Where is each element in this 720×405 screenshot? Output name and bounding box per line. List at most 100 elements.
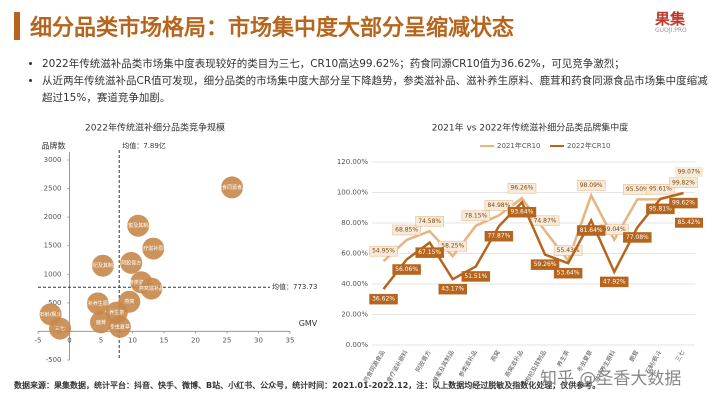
x-tick-label: 5 — [99, 336, 103, 344]
label-box — [484, 200, 514, 211]
x-tick-label: -5 — [35, 336, 42, 344]
bubble — [108, 315, 131, 338]
y-tick-label: 500 — [48, 299, 61, 307]
x-tick-label: 鹿茸 — [627, 349, 640, 363]
label-box — [646, 183, 675, 195]
label-box — [600, 276, 629, 288]
bubble-label: 食疗滋补原料 — [138, 245, 168, 252]
bubble-label: 阿胶膏方 — [121, 259, 141, 266]
y-tick-label: 80.00% — [341, 219, 368, 227]
logo-sub: GUOJI.PRO — [655, 27, 687, 34]
slide-title: 细分品类市场格局：市场集中度大部分呈缩减状态 — [30, 16, 515, 41]
data-label: 59.26% — [534, 261, 557, 268]
data-label: 99.62% — [672, 200, 695, 207]
watermark: 知乎 @圣香大数据 — [540, 369, 682, 389]
y-tick-label: 20.00% — [341, 311, 368, 319]
label-box — [576, 180, 606, 191]
label-box — [369, 293, 398, 305]
x-axis-label: GMV — [299, 319, 318, 328]
data-label: 95.81% — [649, 205, 672, 212]
data-label: 68.85% — [395, 227, 418, 234]
bubble-label: 滋补养生原料 — [83, 300, 113, 307]
y-tick-label: 60.00% — [341, 250, 368, 258]
x-tick-label: 药食同源食品 — [362, 349, 387, 384]
x-tick-label: 参类滋补品 — [457, 349, 479, 379]
label-box — [507, 182, 537, 194]
bullet: 2022年传统滋补品类市场集中度表现较好的类目为三七，CR10高达99.62%；… — [42, 56, 712, 73]
data-label: 96.26% — [511, 185, 534, 192]
data-label: 85.42% — [678, 219, 701, 226]
label-box — [507, 206, 537, 218]
bubble-label: 参类滋补品 — [129, 279, 154, 286]
x-tick-label: 10 — [128, 336, 137, 344]
data-label: 74.58% — [418, 218, 441, 225]
label-box — [392, 264, 421, 275]
bubble-label: 养生茶 — [109, 309, 124, 316]
bubble-label: 三七 — [55, 325, 65, 332]
data-label: 53.64% — [557, 270, 580, 277]
bubble-label: 石斛/枫斗 — [40, 311, 62, 318]
label-box — [576, 225, 606, 236]
data-label: 77.87% — [487, 233, 510, 240]
chart-title: 2022年传统滋补细分品类竞争规模 — [85, 122, 225, 134]
x-tick-label: 燕窝 — [489, 349, 502, 363]
x-tick-label: 燕窝滋补品 — [503, 349, 525, 379]
label-box — [623, 232, 652, 243]
x-tick-label: 阿胶膏方 — [414, 349, 433, 374]
bullets: 2022年传统滋补品类市场集中度表现较好的类目为三七，CR10高达99.62%；… — [28, 56, 712, 107]
data-label: 69.04% — [603, 226, 626, 233]
mean-x-label: 均值：7.89亿 — [122, 141, 166, 150]
x-tick-label: 食疗滋补原料 — [385, 349, 410, 384]
bubble — [140, 277, 163, 300]
data-label: 78.15% — [464, 212, 487, 219]
bubble — [221, 176, 244, 199]
data-label: 95.61% — [649, 186, 672, 193]
x-tick-label: 20 — [191, 336, 200, 344]
label-box — [392, 224, 421, 236]
y-tick-label: 100.00% — [337, 189, 368, 197]
x-tick-label: 15 — [160, 336, 169, 344]
bubble — [142, 237, 165, 260]
x-tick-label: 三七 — [674, 349, 687, 363]
bubble — [91, 254, 114, 277]
x-tick-label: 0 — [67, 336, 71, 344]
data-label: 81.64% — [580, 227, 603, 234]
data-label: 36.62% — [372, 296, 395, 303]
x-tick-label: 蜂蜜及其制品 — [431, 349, 456, 384]
bubble-label: 蜂蜜及其制品 — [123, 222, 153, 229]
label-box — [461, 271, 491, 282]
label-box — [669, 177, 698, 189]
y-tick-label: 0.00% — [346, 341, 369, 349]
data-label: 56.06% — [395, 266, 418, 273]
y-tick-label: 1500 — [44, 242, 62, 250]
label-box — [461, 210, 491, 222]
y-tick-label: -500 — [46, 356, 62, 364]
bullet: 从近两年传统滋补品CR值可发现，细分品类的市场集中度大部分呈下降趋势，参类滋补品… — [42, 73, 712, 107]
y-tick-label: 40.00% — [341, 280, 368, 288]
label-box — [553, 245, 583, 256]
y-axis-label: 品牌数 — [42, 141, 66, 151]
bubble — [127, 214, 150, 237]
bubble-label: 药食同源食品 — [217, 184, 247, 191]
label-box — [438, 283, 467, 295]
data-label: 84.98% — [487, 202, 510, 209]
data-label: 51.51% — [464, 273, 487, 280]
x-tick-label: 30 — [254, 336, 263, 344]
footer: 数据来源：果集数据，统计平台：抖音、快手、微博、B站、小红书、公众号，统计时间：… — [14, 381, 601, 390]
data-label: 74.87% — [534, 217, 557, 224]
data-label: 77.08% — [626, 234, 649, 241]
data-label: 93.64% — [511, 209, 534, 216]
label-box — [415, 247, 444, 258]
label-box — [484, 230, 514, 242]
data-label: 99.82% — [672, 179, 695, 186]
data-label: 58.25% — [441, 243, 464, 250]
data-label: 98.09% — [580, 182, 603, 189]
mean-y-label: 均值：773.73 — [272, 282, 318, 291]
y-tick-label: 3000 — [44, 156, 62, 164]
data-label: 67.15% — [418, 249, 441, 256]
logo: 果集 — [655, 10, 686, 28]
label-box — [530, 259, 560, 270]
x-tick-label: 35 — [286, 336, 295, 344]
data-label: 55.43% — [557, 247, 580, 254]
